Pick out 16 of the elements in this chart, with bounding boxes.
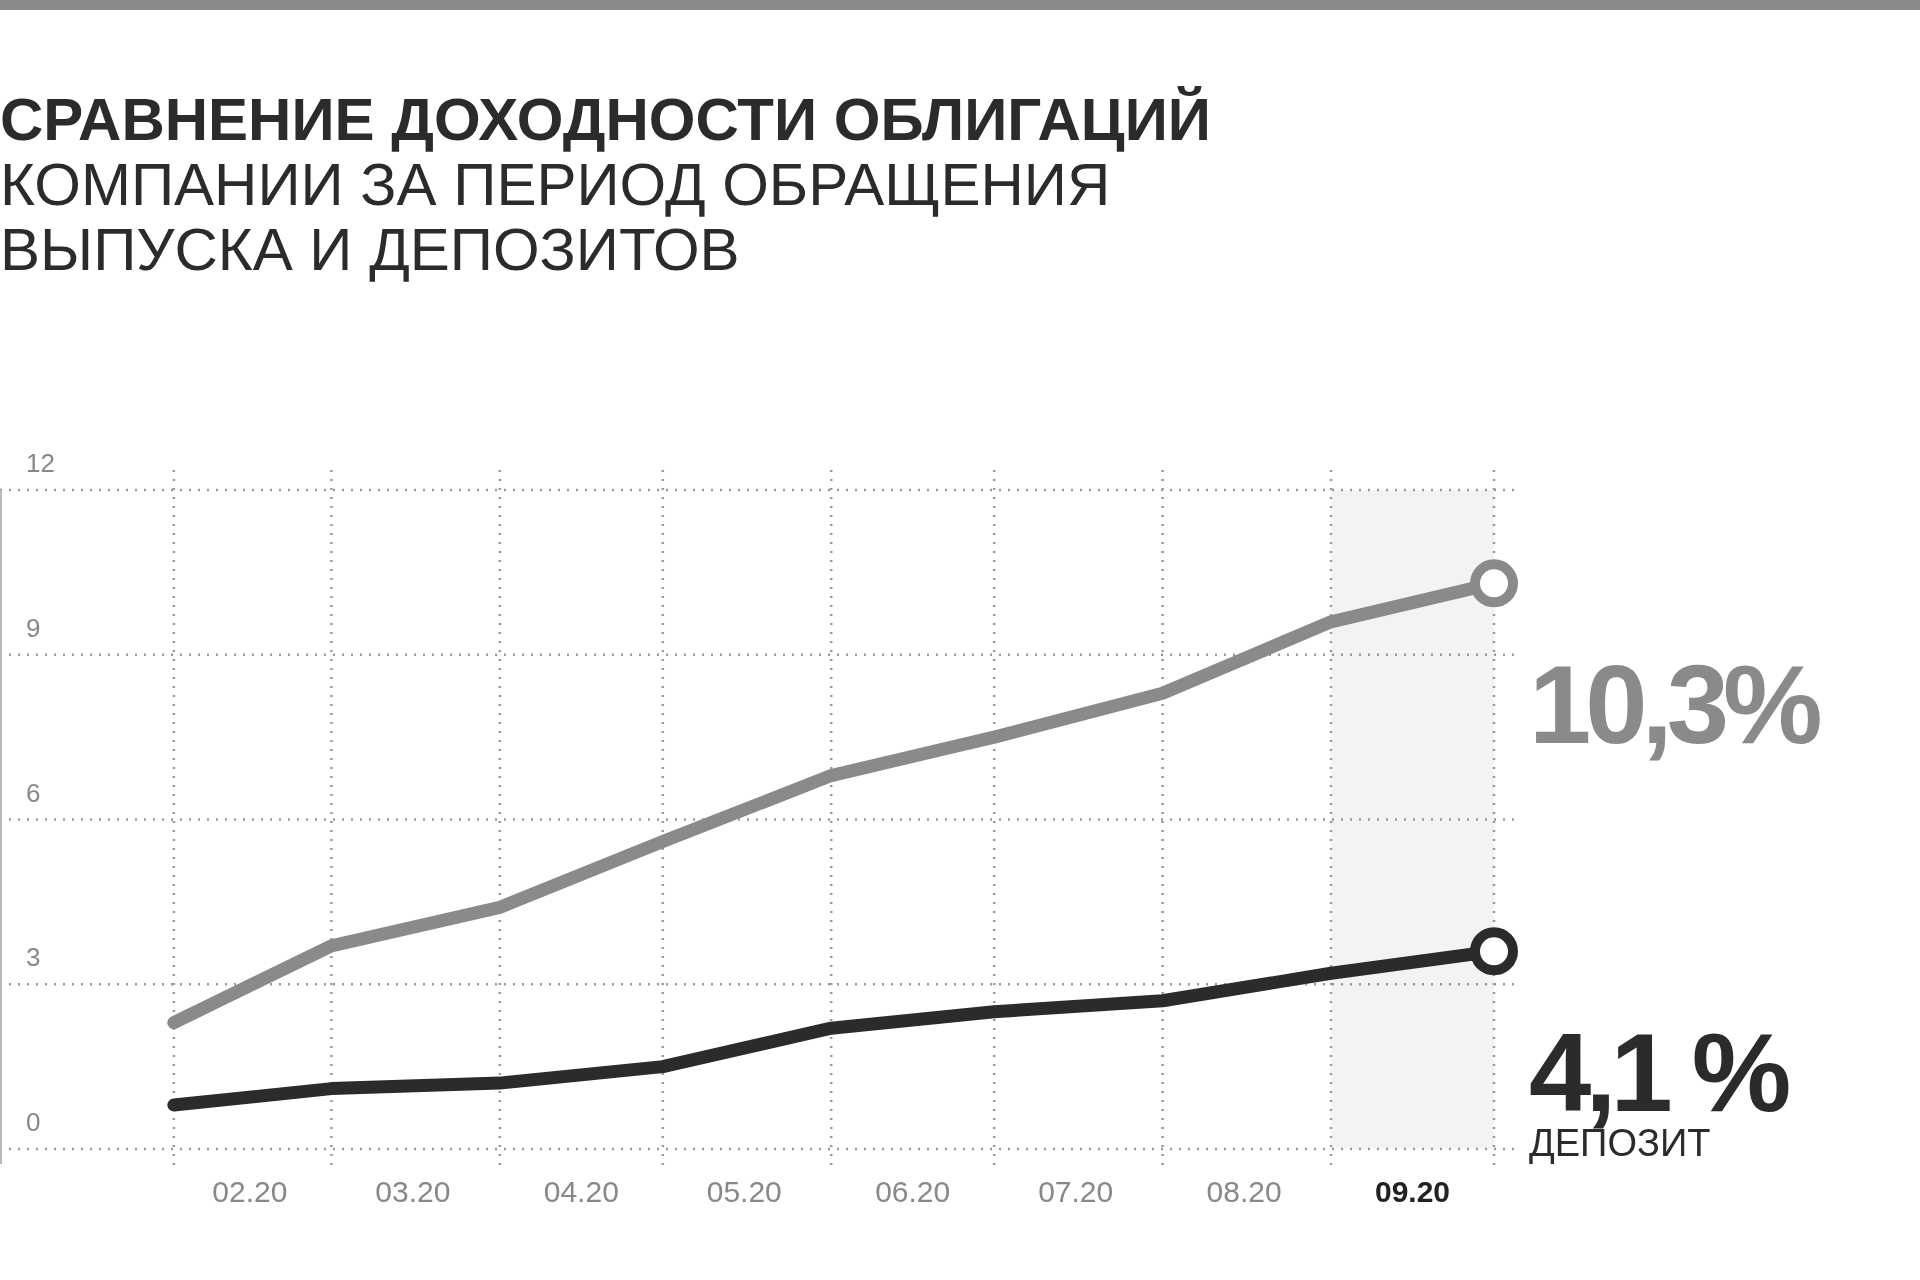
x-tick-label: 03.20 bbox=[375, 1175, 451, 1208]
text: 10,3% bbox=[1529, 642, 1820, 768]
x-tick-label: 06.20 bbox=[875, 1175, 951, 1208]
chart-subtitle: КОМПАНИИ ЗА ПЕРИОД ОБРАЩЕНИЯ ВЫПУСКА И ДЕПОЗИТОВ bbox=[0, 151, 1111, 283]
x-tick-label: 05.20 bbox=[706, 1175, 782, 1208]
y-tick-label: 9 bbox=[26, 612, 41, 643]
y-tick-label: 6 bbox=[26, 777, 41, 808]
y-tick-label: 0 bbox=[26, 1107, 41, 1137]
x-tick-label: 08.20 bbox=[1206, 1175, 1282, 1208]
x-tick-label: 09.20 bbox=[1374, 1175, 1451, 1208]
y-tick-label: 3 bbox=[26, 942, 41, 973]
x-tick-label: 07.20 bbox=[1038, 1175, 1114, 1208]
x-tick-label: 04.20 bbox=[543, 1175, 619, 1208]
chart-title: СРАВНЕНИЕ ДОХОДНОСТИ ОБЛИГАЦИЙ bbox=[0, 86, 1211, 153]
y-tick-label: 12 bbox=[26, 448, 55, 478]
x-tick-label: 02.20 bbox=[212, 1175, 288, 1208]
